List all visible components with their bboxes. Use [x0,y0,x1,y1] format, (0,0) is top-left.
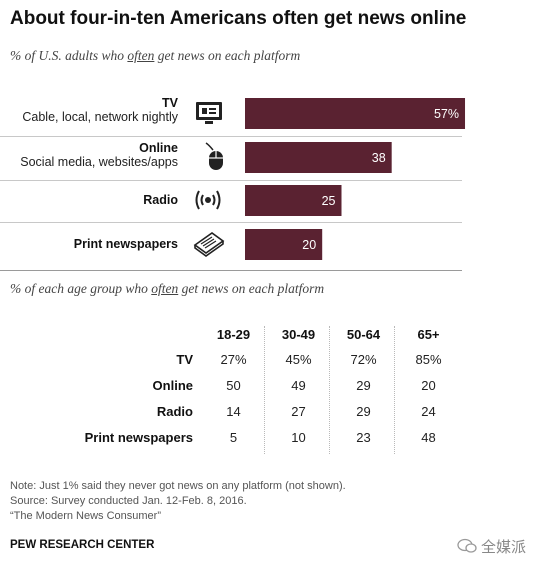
table-row: Print newspapers 5 10 23 48 [10,424,461,450]
age-group-table: 18-29 30-49 50-64 65+ TV 27% 45% 72% 85%… [10,322,461,450]
chat-bubble-icon [457,538,477,553]
row-label: Online [152,377,193,393]
watermark-text: 全媒派 [480,539,526,556]
row-label: Radio [156,403,193,419]
column-header: 18-29 [216,326,251,342]
table-cell: 50 [226,377,241,393]
bar-print-newspapers [245,229,323,260]
bar-radio [245,185,342,216]
platform-bar-chart: 57% 38 25 20 [245,98,466,260]
brand-label: PEW RESEARCH CENTER [10,539,155,551]
bar-value-label: 20 [302,238,316,252]
bar-online [245,142,392,173]
column-header: 50-64 [346,326,381,342]
row-label: Print newspapers [84,429,193,445]
platform-name: Radio [143,193,178,207]
table-cell: 24 [421,403,436,419]
column-divider [394,326,395,454]
table-cell: 27% [220,351,247,367]
subtitle-post: get news on each platform [154,48,301,63]
tv-icon [196,102,222,124]
row-divider [0,222,462,223]
table-subtitle: % of each age group who often get news o… [10,281,324,297]
chart-subtitle: % of U.S. adults who often get news on e… [10,48,300,64]
platform-sublabel: Cable, local, network nightly [22,110,178,124]
platform-name: Online [139,141,178,155]
table-cell: 29 [356,377,371,393]
section-divider [0,270,462,271]
subtitle-post: get news on each platform [178,281,325,296]
table-cell: 29 [356,403,371,419]
platform-name: Print newspapers [73,237,178,251]
radio-waves-icon [195,190,221,210]
bar-value-label: 38 [372,151,386,165]
platform-sublabel: Social media, websites/apps [20,155,178,169]
table-cell: 14 [226,403,241,419]
watermark: 全媒派 [457,536,526,557]
subtitle-emphasis: often [127,48,155,63]
table-row: TV 27% 45% 72% 85% [10,346,461,372]
subtitle-pre: % of U.S. adults who [10,48,128,63]
column-header: 30-49 [281,326,316,342]
row-divider [0,180,462,181]
bar-value-label: 25 [322,194,336,208]
table-cell: 85% [415,351,442,367]
subtitle-pre: % of each age group who [10,281,152,296]
table-cell: 20 [421,377,436,393]
table-cell: 48 [421,429,436,445]
table-row: Radio 14 27 29 24 [10,398,461,424]
mouse-icon [205,142,223,170]
table-cell: 27 [291,403,306,419]
table-cell: 45% [285,351,312,367]
column-header: 65+ [417,326,440,342]
chart-title: About four-in-ten Americans often get ne… [10,8,467,29]
table-cell: 10 [291,429,306,445]
source-note: Source: Survey conducted Jan. 12-Feb. 8,… [10,495,247,507]
report-name: “The Modern News Consumer” [10,510,161,522]
bar-tv [245,98,466,129]
column-divider [329,326,330,454]
footnote: Note: Just 1% said they never got news o… [10,480,346,492]
platform-label-tv: TV Cable, local, network nightly [22,96,178,124]
table-cell: 5 [229,429,238,445]
row-divider [0,136,462,137]
table-header-row: 18-29 30-49 50-64 65+ [10,322,461,346]
platform-name: TV [162,96,178,110]
table-cell: 72% [350,351,377,367]
row-label: TV [176,351,193,367]
table-cell: 23 [356,429,371,445]
subtitle-emphasis: often [151,281,179,296]
table-corner [10,322,201,346]
platform-label-print: Print newspapers [74,237,178,251]
platform-label-radio: Radio [143,193,178,207]
table-row: Online 50 49 29 20 [10,372,461,398]
newspaper-icon [193,232,225,257]
platform-label-online: Online Social media, websites/apps [20,141,178,169]
bar-value-label: 57% [434,107,459,121]
column-divider [264,326,265,454]
table-cell: 49 [291,377,306,393]
